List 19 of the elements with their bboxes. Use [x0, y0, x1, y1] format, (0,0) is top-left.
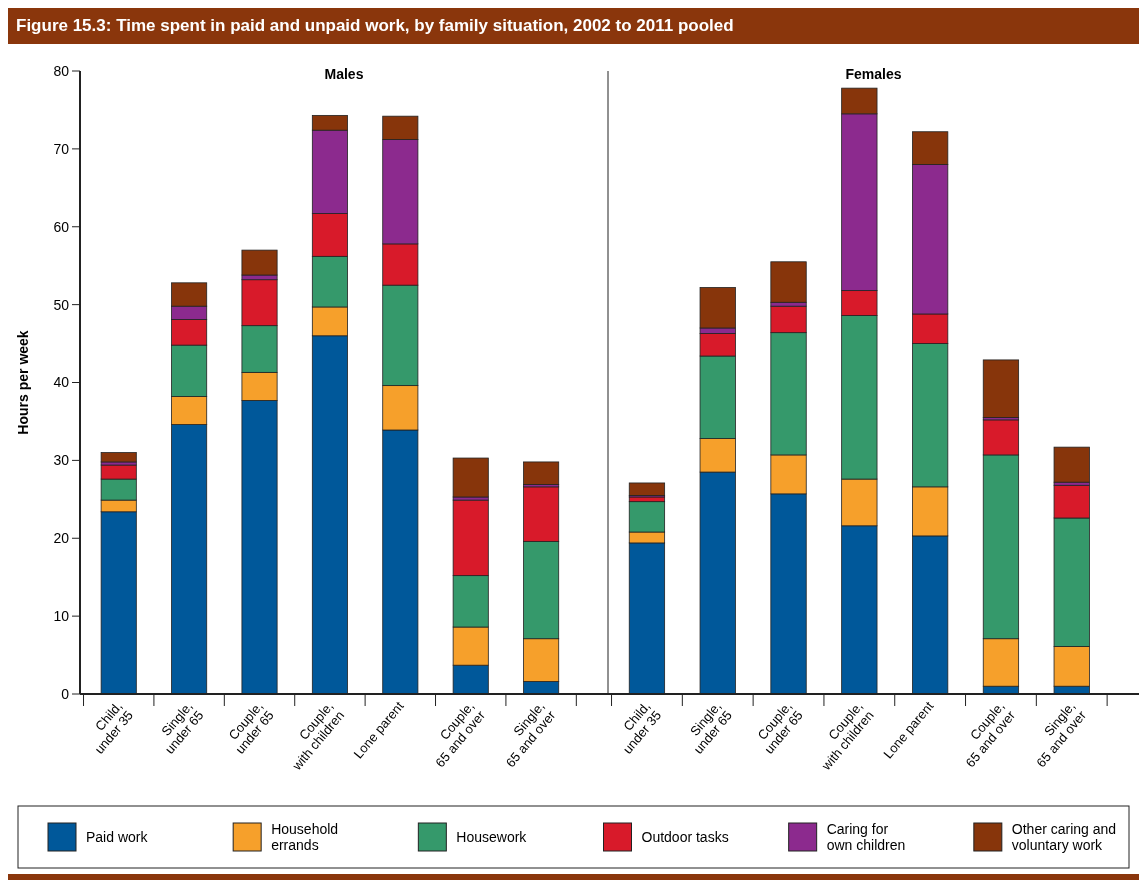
y-tick-label: 80 [53, 62, 70, 79]
y-tick-label: 30 [53, 452, 70, 469]
legend-label: Household errands [271, 821, 339, 853]
chart-subtitle: Males [324, 66, 364, 82]
legend-label: Other caring and voluntary work [1011, 821, 1117, 853]
chart-title: Figure 15.3: Time spent in paid and unpaid work, by family situation, 2002 to 2011 pooled [16, 16, 734, 35]
chart-subtitle: Females [845, 66, 902, 82]
y-tick-label: 50 [53, 296, 70, 313]
y-axis-title: Hours per week [15, 330, 31, 435]
y-tick-label: 40 [53, 374, 70, 391]
y-tick-label: 0 [61, 685, 70, 702]
y-tick-label: 70 [53, 140, 70, 157]
legend-label: Outdoor tasks [641, 828, 729, 845]
legend-label: Housework [456, 828, 528, 845]
legend-label: Caring for own children [826, 821, 906, 853]
y-tick-label: 20 [53, 530, 70, 547]
y-tick-label: 60 [53, 218, 70, 235]
legend-label: Paid work [86, 828, 149, 845]
y-tick-label: 10 [53, 608, 70, 625]
